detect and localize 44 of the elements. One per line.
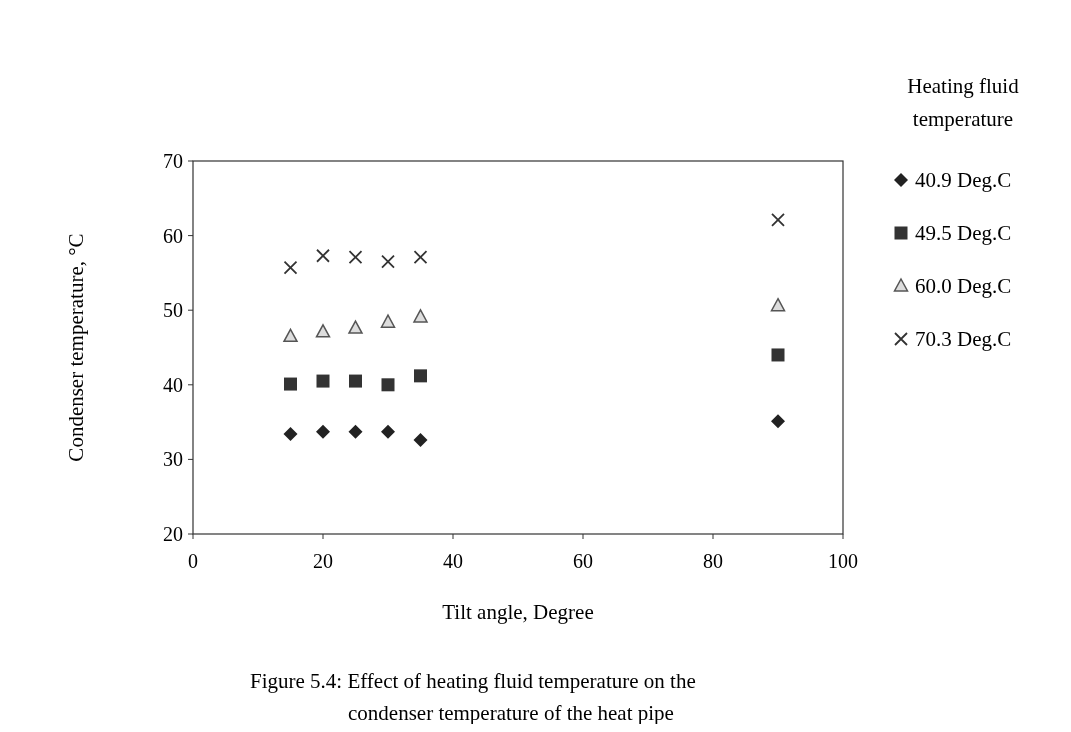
point bbox=[381, 378, 395, 392]
point bbox=[283, 328, 298, 343]
legend-label: 40.9 Deg.C bbox=[915, 168, 1012, 193]
point bbox=[284, 377, 297, 391]
point bbox=[413, 250, 428, 265]
y-axis-title: Condenser temperature, °C bbox=[64, 233, 88, 462]
x-tick-label: 40 bbox=[443, 550, 463, 572]
point bbox=[283, 427, 298, 442]
y-tick-label: 60 bbox=[163, 224, 183, 247]
point bbox=[770, 297, 786, 312]
point bbox=[315, 324, 331, 338]
point bbox=[316, 424, 330, 439]
point bbox=[413, 309, 428, 323]
point bbox=[381, 254, 395, 269]
point bbox=[316, 248, 330, 263]
y-tick-label: 20 bbox=[163, 523, 183, 545]
y-tick-label: 40 bbox=[163, 373, 183, 396]
point bbox=[771, 213, 785, 227]
x-tick-label: 60 bbox=[573, 550, 593, 572]
point bbox=[316, 374, 330, 388]
legend-label: 60.0 Deg.C bbox=[915, 274, 1012, 299]
x-tick-label: 80 bbox=[703, 550, 723, 572]
x-tick-label: 0 bbox=[188, 550, 198, 572]
y-tick-label: 50 bbox=[163, 299, 183, 322]
legend-title: Heating fluid temperature bbox=[907, 74, 1020, 131]
point bbox=[348, 320, 363, 334]
caption: Figure 5.4: Effect of heating fluid temperature on the condenser temperature of the heat pipe bbox=[250, 669, 696, 725]
point bbox=[381, 424, 395, 439]
x-axis-title: Tilt angle, Degree bbox=[442, 600, 594, 624]
y-tick-label: 70 bbox=[163, 150, 183, 172]
point bbox=[348, 424, 363, 439]
x-tick-label: 20 bbox=[313, 550, 333, 572]
point bbox=[283, 260, 298, 275]
x-tick-label: 100 bbox=[828, 550, 858, 572]
point bbox=[413, 433, 428, 447]
legend-label: 70.3 Deg.C bbox=[915, 327, 1012, 352]
point bbox=[348, 250, 363, 265]
point bbox=[380, 314, 396, 328]
legend-label: 49.5 Deg.C bbox=[915, 221, 1012, 246]
point bbox=[771, 414, 785, 429]
point bbox=[771, 348, 785, 362]
y-tick-label: 30 bbox=[163, 448, 183, 471]
point bbox=[349, 374, 362, 388]
point bbox=[414, 369, 427, 383]
